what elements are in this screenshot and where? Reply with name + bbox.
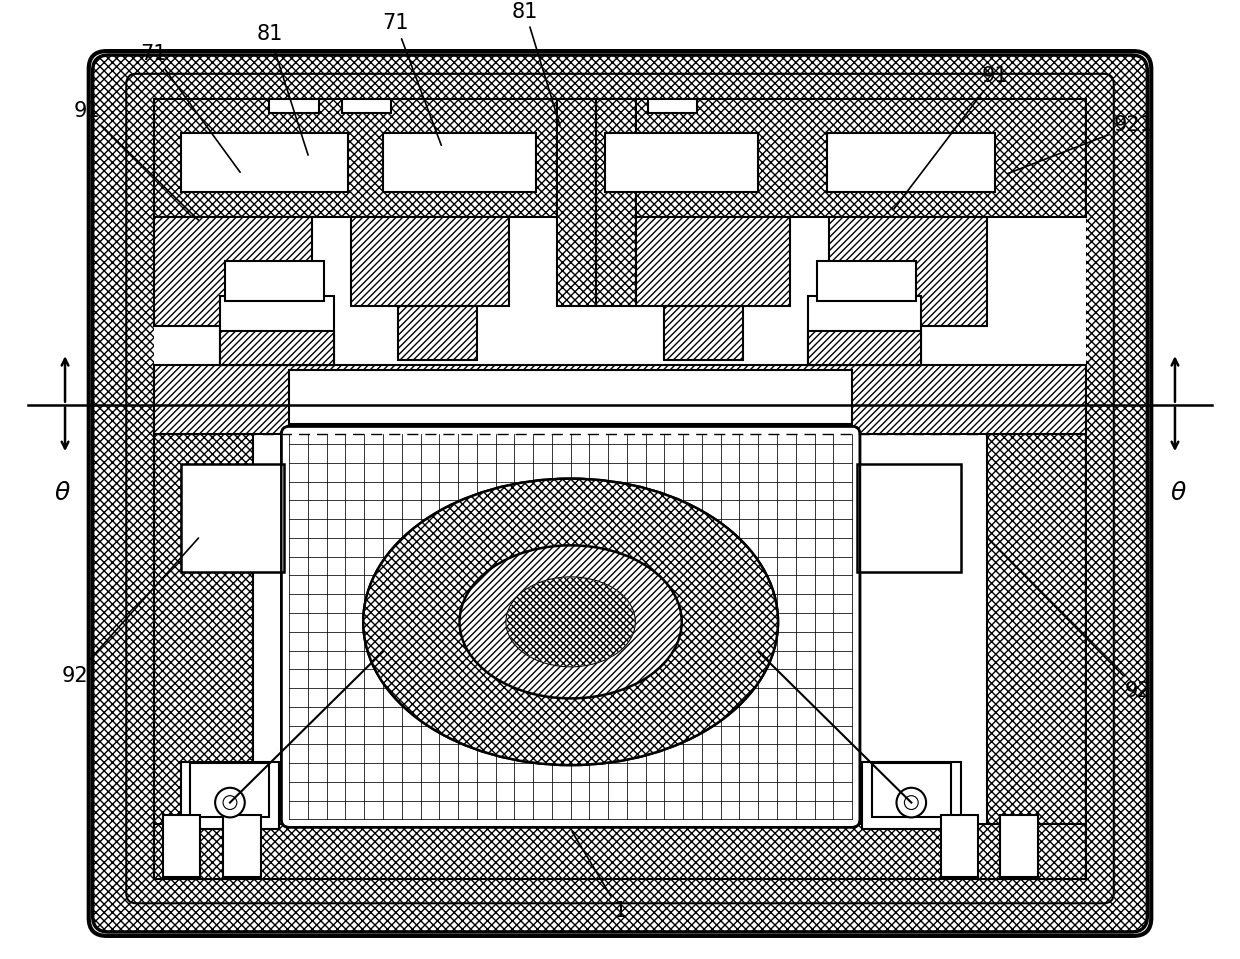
Bar	[557, 99, 636, 306]
Bar	[181, 762, 279, 830]
Ellipse shape	[506, 577, 635, 667]
Text: 71: 71	[383, 13, 441, 145]
Bar	[1001, 815, 1038, 877]
Bar	[224, 262, 324, 301]
Circle shape	[215, 787, 244, 817]
Bar	[632, 217, 790, 306]
Ellipse shape	[506, 577, 635, 667]
Bar	[862, 762, 961, 830]
Bar	[817, 262, 916, 301]
Bar	[665, 306, 744, 361]
Text: 92: 92	[987, 538, 1152, 701]
Circle shape	[223, 796, 237, 809]
Text: 81: 81	[512, 2, 560, 126]
Ellipse shape	[363, 479, 777, 765]
Circle shape	[904, 796, 918, 809]
Bar	[830, 217, 987, 326]
Bar	[857, 464, 961, 573]
FancyBboxPatch shape	[93, 55, 1147, 932]
Ellipse shape	[363, 479, 777, 765]
Text: 1: 1	[572, 831, 626, 922]
Bar	[351, 217, 510, 306]
Text: 92: 92	[62, 538, 198, 687]
Circle shape	[897, 787, 926, 817]
Bar	[605, 133, 758, 193]
Bar	[289, 370, 852, 425]
Bar	[575, 99, 625, 113]
Bar	[872, 763, 951, 817]
Bar	[987, 405, 1086, 878]
Bar	[223, 815, 260, 877]
Bar	[154, 99, 1086, 217]
Bar	[398, 306, 477, 361]
Text: $\theta$: $\theta$	[1169, 481, 1187, 505]
Text: $\theta$: $\theta$	[53, 481, 71, 505]
Bar	[162, 815, 201, 877]
Bar	[341, 99, 391, 113]
Bar	[941, 815, 978, 877]
FancyBboxPatch shape	[281, 427, 861, 828]
Bar	[827, 133, 996, 193]
Bar	[154, 365, 1086, 434]
Bar	[181, 464, 284, 573]
Bar	[219, 331, 334, 365]
Text: 91: 91	[73, 102, 198, 220]
Bar	[807, 331, 921, 365]
Text: 91: 91	[893, 66, 1008, 210]
Bar	[181, 133, 348, 193]
Bar	[154, 405, 253, 878]
Text: 71: 71	[140, 44, 241, 173]
Bar	[191, 763, 269, 817]
Bar	[154, 99, 1086, 878]
Bar	[154, 825, 1086, 878]
FancyBboxPatch shape	[89, 51, 1151, 936]
Ellipse shape	[460, 546, 682, 698]
Text: 921: 921	[1008, 115, 1153, 174]
Bar	[219, 296, 334, 365]
Bar	[154, 217, 312, 326]
Text: 81: 81	[257, 24, 308, 155]
Bar	[647, 99, 697, 113]
Bar	[807, 296, 921, 365]
Bar	[383, 133, 536, 193]
Bar	[269, 99, 319, 113]
